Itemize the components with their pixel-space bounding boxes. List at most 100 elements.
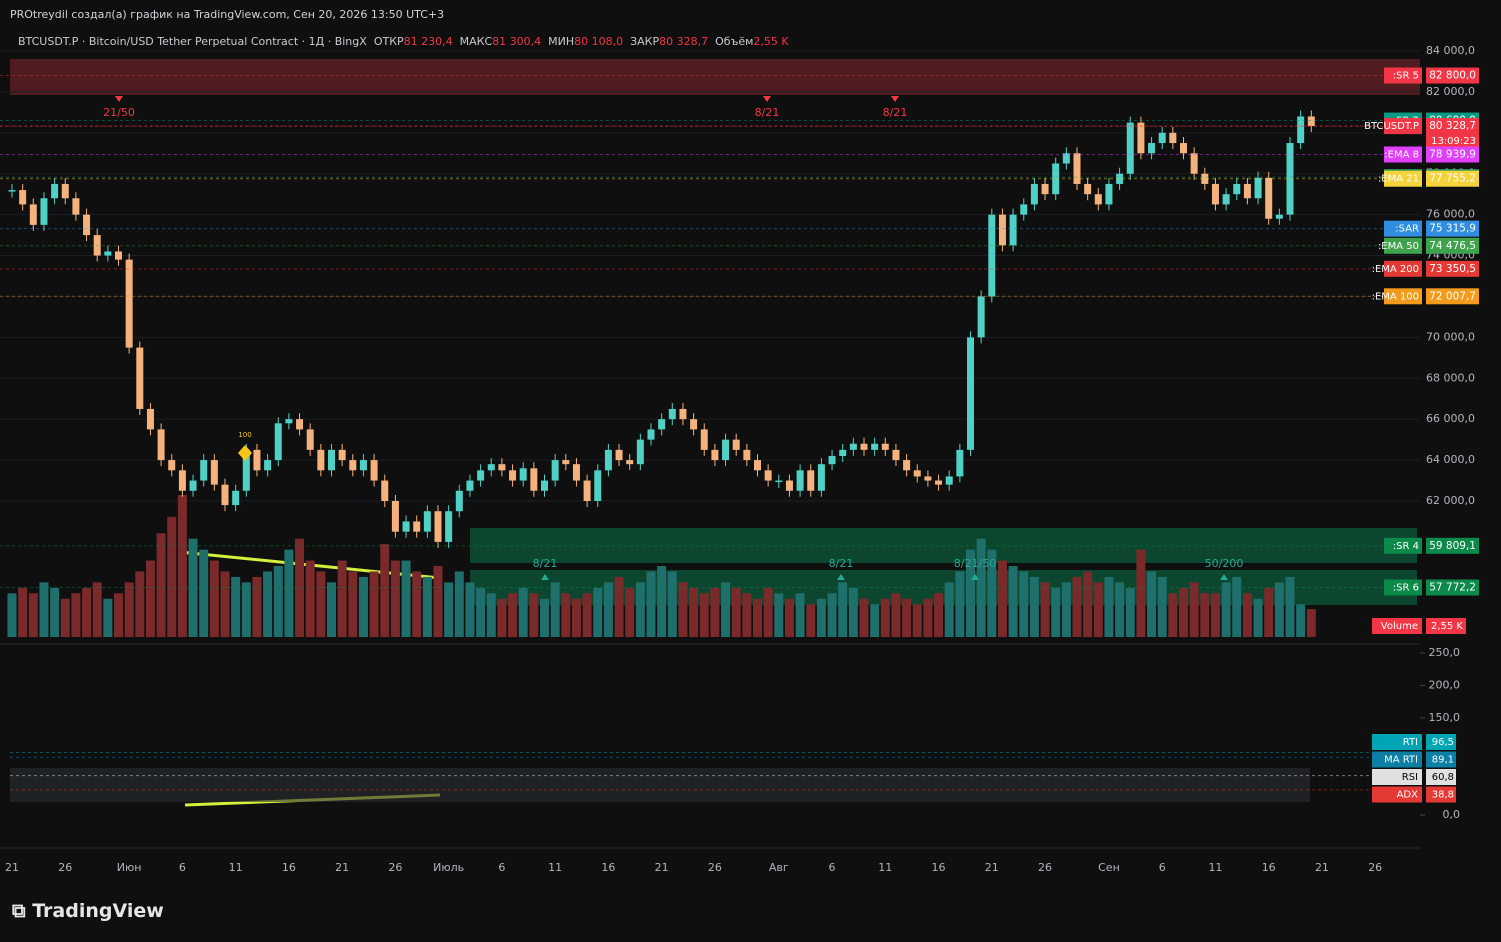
volume-label-name: Volume xyxy=(1381,621,1418,632)
support-zone xyxy=(470,528,1417,563)
candle-body xyxy=(541,480,548,491)
x-tick-label: 11 xyxy=(548,861,562,874)
volume-bar xyxy=(327,582,336,637)
volume-bar xyxy=(316,571,326,637)
volume-bar xyxy=(997,560,1007,637)
osc-label-value-box xyxy=(1426,786,1456,803)
candle-body xyxy=(51,183,59,199)
price-label-value: 82 800,0 xyxy=(1429,70,1476,82)
volume-bar xyxy=(561,593,571,637)
osc-band xyxy=(10,768,1310,802)
y-tick-label: 84 000,0 xyxy=(1426,44,1475,57)
volume-bar xyxy=(966,549,975,637)
volume-bar xyxy=(838,582,848,637)
candle-body xyxy=(157,429,165,461)
candle-body xyxy=(828,456,836,465)
candle-body xyxy=(860,443,868,450)
volume-bar xyxy=(540,598,549,637)
candle-body xyxy=(604,449,612,471)
candle-body xyxy=(615,449,623,461)
candle-body xyxy=(1275,214,1283,219)
y-tick-label: 76 000,0 xyxy=(1426,208,1475,221)
volume-bar xyxy=(7,593,17,637)
candle-body xyxy=(775,480,783,483)
volume-bar xyxy=(689,587,699,637)
candle-body xyxy=(881,443,889,450)
countdown: 13:09:23 xyxy=(1431,136,1476,147)
candle-body xyxy=(658,419,666,430)
volume-bar xyxy=(742,593,752,637)
volume-bar xyxy=(1157,576,1167,637)
candle-body xyxy=(998,214,1006,246)
candle-body xyxy=(285,419,293,424)
y-tick-label: 68 000,0 xyxy=(1426,371,1475,384)
price-label-name: :EMA 200 xyxy=(1372,264,1419,275)
volume-bar xyxy=(603,582,613,637)
field-label: Объём xyxy=(715,35,754,48)
volume-label-value: 2,55 K xyxy=(1431,621,1463,632)
candle-body xyxy=(636,439,644,465)
price-label-value-box xyxy=(1426,288,1479,305)
price-label-name: :SR 6 xyxy=(1393,582,1419,593)
x-tick-label: 6 xyxy=(1159,861,1166,874)
price-label-name: BTCUSDT.P xyxy=(1364,121,1419,132)
volume-bar xyxy=(1264,587,1274,637)
volume-label-value-box xyxy=(1426,618,1466,634)
price-label-value-box xyxy=(1426,146,1479,163)
x-tick-label: 11 xyxy=(1208,861,1222,874)
volume-bar xyxy=(177,495,187,637)
volume-bar xyxy=(231,576,241,637)
field-label: МИН xyxy=(548,35,575,48)
volume-bar xyxy=(273,566,283,637)
x-tick-label: 26 xyxy=(1368,861,1382,874)
candle-body xyxy=(1009,214,1017,246)
volume-bar xyxy=(891,593,901,637)
candle-body xyxy=(807,470,815,491)
signal-label: 8/21/50 xyxy=(954,557,996,570)
x-tick-label: 21 xyxy=(1315,861,1329,874)
candle-body xyxy=(61,183,69,199)
volume-bar xyxy=(369,571,379,637)
candle-body xyxy=(1020,204,1028,215)
y-tick-label: 62 000,0 xyxy=(1426,494,1475,507)
field-label: МАКС xyxy=(459,35,493,48)
candle-body xyxy=(264,460,272,471)
candle-body xyxy=(1297,116,1305,144)
candle-body xyxy=(924,476,932,481)
price-label-value-box xyxy=(1426,67,1479,84)
volume-bar xyxy=(114,593,123,637)
x-tick-label: 6 xyxy=(498,861,505,874)
volume-bar xyxy=(902,598,912,637)
volume-bar xyxy=(699,593,709,637)
candle-body xyxy=(732,439,740,450)
osc-tick-label: 250,0 xyxy=(1429,646,1461,659)
candle-body xyxy=(136,347,144,409)
price-label-value: 57 772,2 xyxy=(1429,581,1476,593)
price-label-name-box xyxy=(1384,67,1422,84)
volume-bar xyxy=(422,576,432,637)
candle-body xyxy=(83,214,91,236)
candle-body xyxy=(871,443,879,450)
volume-bar xyxy=(1093,582,1103,637)
volume-bar xyxy=(529,593,539,637)
volume-bar xyxy=(1083,571,1093,637)
volume-bar xyxy=(465,582,475,637)
osc-tick-label: 150,0 xyxy=(1429,711,1461,724)
x-tick-label: 21 xyxy=(655,861,669,874)
volume-bar xyxy=(763,587,773,637)
brand-logo: ⧉ TradingView xyxy=(12,900,164,922)
candle-body xyxy=(1211,183,1219,205)
volume-bar xyxy=(71,593,81,637)
volume-bar xyxy=(337,560,347,637)
volume-bar xyxy=(60,598,70,637)
candle-body xyxy=(1030,183,1038,205)
candle-body xyxy=(1243,183,1251,199)
volume-bar xyxy=(508,593,518,637)
field-value: 80 328,7 xyxy=(659,35,709,48)
signal-arrow-up xyxy=(541,574,549,580)
candle-body xyxy=(178,470,186,491)
price-label-name-box xyxy=(1384,146,1422,163)
candle-body xyxy=(892,449,900,461)
candle-body xyxy=(913,470,921,477)
